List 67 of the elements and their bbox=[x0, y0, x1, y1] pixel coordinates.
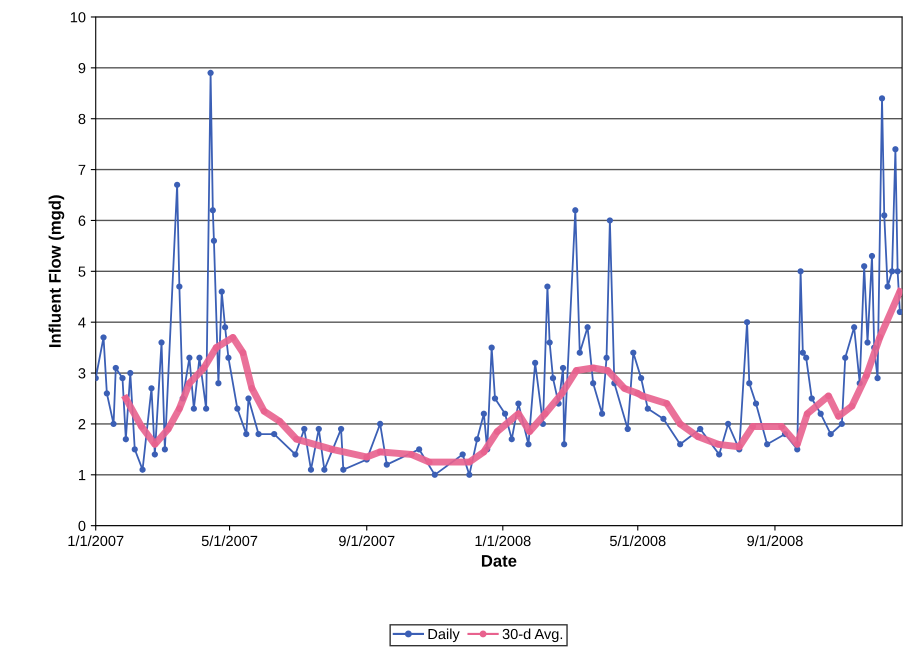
legend-label: 30-d Avg. bbox=[502, 628, 562, 642]
point bbox=[122, 395, 130, 402]
point bbox=[794, 440, 801, 448]
y-tick-label: 3 bbox=[78, 368, 86, 378]
point bbox=[480, 448, 488, 456]
point bbox=[328, 446, 336, 453]
x-tick-label: 1/1/2008 bbox=[476, 535, 531, 546]
x-tick-label: 9/1/2008 bbox=[747, 535, 803, 546]
y-tick-label: 0 bbox=[78, 520, 86, 532]
x-tick-label: 5/1/2007 bbox=[202, 535, 258, 546]
point bbox=[804, 410, 811, 418]
y-tick-label: 8 bbox=[78, 114, 86, 124]
point bbox=[138, 423, 145, 430]
point bbox=[542, 410, 549, 418]
point bbox=[408, 450, 415, 458]
point bbox=[239, 349, 246, 356]
y-tick-label: 7 bbox=[78, 164, 86, 175]
point bbox=[466, 458, 473, 466]
point bbox=[572, 367, 580, 374]
point bbox=[514, 410, 522, 418]
point bbox=[293, 436, 300, 443]
y-tick-label: 2 bbox=[78, 419, 86, 430]
point bbox=[736, 443, 743, 450]
point bbox=[151, 440, 158, 448]
point bbox=[164, 426, 172, 432]
point bbox=[248, 384, 256, 392]
point bbox=[494, 428, 501, 436]
x-tick-label: 9/1/2007 bbox=[339, 535, 394, 546]
point bbox=[848, 402, 856, 410]
point bbox=[862, 372, 870, 380]
point bbox=[638, 392, 646, 400]
x-axis-title: Date bbox=[482, 555, 516, 567]
point bbox=[176, 405, 183, 412]
y-tick-label: 9 bbox=[78, 62, 86, 74]
point bbox=[376, 448, 384, 456]
point bbox=[876, 334, 884, 341]
point bbox=[896, 288, 902, 296]
y-tick-label: 4 bbox=[78, 317, 86, 328]
point bbox=[676, 420, 684, 428]
point bbox=[363, 454, 370, 460]
legend-label: Daily bbox=[428, 628, 460, 642]
y-tick-label: 5 bbox=[78, 266, 86, 277]
point bbox=[825, 392, 832, 400]
point bbox=[714, 440, 722, 448]
point bbox=[212, 344, 220, 352]
point bbox=[229, 334, 236, 341]
y-axis-title: Influent Flow (mgd) bbox=[48, 195, 64, 348]
point bbox=[620, 384, 628, 392]
point bbox=[558, 390, 566, 397]
x-tick-label: 1/1/2007 bbox=[68, 535, 124, 546]
point bbox=[260, 408, 268, 415]
point bbox=[663, 400, 670, 408]
point bbox=[604, 367, 612, 374]
point bbox=[835, 412, 842, 420]
point bbox=[778, 423, 786, 430]
point bbox=[749, 423, 756, 430]
y-tick-label: 10 bbox=[70, 12, 86, 22]
x-tick-label: 5/1/2008 bbox=[610, 535, 666, 546]
point bbox=[694, 433, 702, 440]
point bbox=[186, 380, 193, 387]
point bbox=[426, 458, 433, 466]
point bbox=[526, 428, 534, 436]
y-tick-label: 1 bbox=[79, 470, 86, 480]
y-tick-label: 6 bbox=[78, 216, 86, 226]
point bbox=[590, 364, 597, 372]
point bbox=[200, 364, 208, 372]
point bbox=[276, 418, 284, 425]
